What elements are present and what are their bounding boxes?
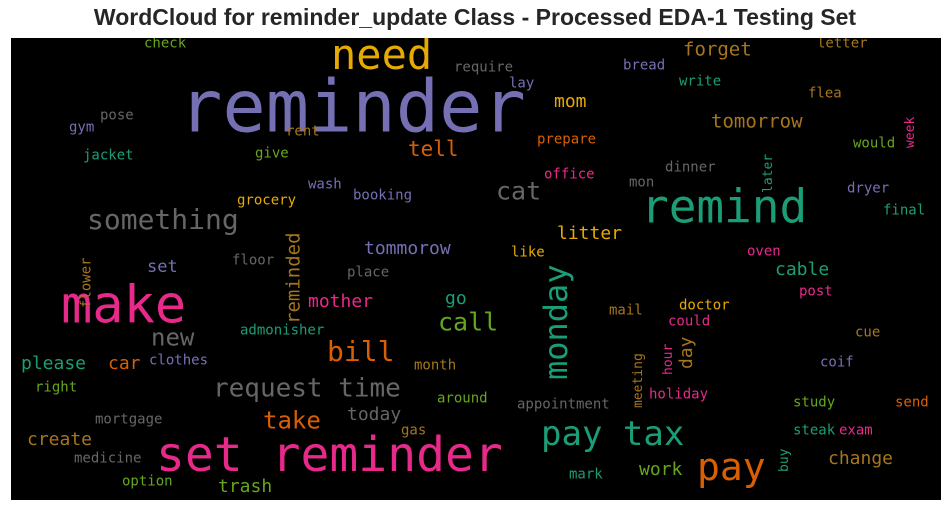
word-tomorrow: tomorrow xyxy=(711,111,803,133)
word-appointment: appointment xyxy=(517,397,610,413)
word-month: month xyxy=(414,358,456,374)
word-gym: gym xyxy=(69,120,94,136)
word-something: something xyxy=(87,203,239,236)
word-check: check xyxy=(144,38,187,52)
word-holiday: holiday xyxy=(649,387,708,403)
word-reminded: reminded xyxy=(283,232,305,324)
word-exam: exam xyxy=(839,423,873,439)
word-change: change xyxy=(828,448,893,469)
word-lay: lay xyxy=(509,76,534,92)
word-buy: buy xyxy=(777,448,792,472)
word-flea: flea xyxy=(808,86,842,102)
word-go: go xyxy=(445,288,467,309)
word-pose: pose xyxy=(100,108,134,124)
word-mother: mother xyxy=(308,291,373,312)
word-jacket: jacket xyxy=(83,148,134,164)
word-later: later xyxy=(761,154,776,193)
word-right: right xyxy=(35,380,77,396)
word-request-time: request time xyxy=(213,373,401,403)
wordcloud-panel: reminder set reminder make remind need pay pay… xyxy=(11,38,941,500)
word-trash: trash xyxy=(218,476,272,497)
chart-title: WordCloud for reminder_update Class - Pr… xyxy=(93,4,857,30)
word-car: car xyxy=(108,353,141,374)
word-rent: rent xyxy=(286,124,320,140)
word-office: office xyxy=(544,167,595,183)
word-place: place xyxy=(347,265,389,281)
word-require: require xyxy=(454,60,513,76)
word-litter: litter xyxy=(557,223,622,244)
word-letter: letter xyxy=(817,38,868,52)
word-hour: hour xyxy=(661,344,676,375)
word-day: day xyxy=(676,336,697,369)
word-pay-tax: pay tax xyxy=(541,414,684,454)
word-monday: monday xyxy=(537,264,575,380)
word-steak: steak xyxy=(793,423,836,439)
word-study: study xyxy=(793,395,835,411)
word-pay: pay xyxy=(697,445,766,489)
word-new: new xyxy=(151,324,195,352)
word-please: please xyxy=(21,353,86,374)
wordcloud-svg: reminder set reminder make remind need paypay… xyxy=(21,38,929,497)
word-admonisher: admonisher xyxy=(240,323,324,339)
word-dinner: dinner xyxy=(665,160,716,176)
word-dryer: dryer xyxy=(847,181,889,197)
word-cue: cue xyxy=(855,325,880,341)
word-wash: wash xyxy=(308,177,342,193)
word-tell: tell xyxy=(408,137,459,161)
word-mortgage: mortgage xyxy=(95,412,162,428)
word-would: would xyxy=(853,136,895,152)
word-medicine: medicine xyxy=(74,451,141,467)
word-make: make xyxy=(61,276,186,336)
word-post: post xyxy=(799,284,833,300)
word-around: around xyxy=(437,391,488,407)
word-set: set xyxy=(147,257,178,277)
word-write: write xyxy=(679,74,721,90)
word-create: create xyxy=(27,429,92,450)
word-mon: mon xyxy=(629,175,654,191)
word-booking: booking xyxy=(353,188,412,204)
word-mom: mom xyxy=(554,91,587,112)
word-need: need xyxy=(331,38,432,79)
word-option: option xyxy=(122,474,173,490)
word-cable: cable xyxy=(775,259,829,280)
word-reminder: reminder xyxy=(179,65,526,149)
word-take: take xyxy=(263,407,321,435)
word-send: send xyxy=(895,395,929,411)
word-week: week xyxy=(903,117,918,148)
word-give: give xyxy=(255,146,289,162)
word-prepare: prepare xyxy=(537,132,596,148)
word-meeting: meeting xyxy=(631,353,646,408)
word-set-reminder: set reminder xyxy=(156,427,503,483)
word-could: could xyxy=(668,314,710,330)
word-oven: oven xyxy=(747,244,781,260)
word-remind: remind xyxy=(641,179,807,233)
word-final: final xyxy=(883,203,925,219)
word-doctor: doctor xyxy=(679,298,730,314)
word-clothes: clothes xyxy=(149,353,208,369)
word-like: like xyxy=(511,245,545,261)
word-flower: flower xyxy=(79,257,95,308)
word-bill: bill xyxy=(327,335,394,368)
word-floor: floor xyxy=(232,253,274,269)
word-grocery: grocery xyxy=(237,193,296,209)
word-gas: gas xyxy=(401,423,426,439)
word-call: call xyxy=(438,307,498,336)
word-mail: mail xyxy=(609,303,643,319)
word-mark: mark xyxy=(569,467,603,483)
word-work: work xyxy=(639,459,683,480)
word-cat: cat xyxy=(496,176,541,205)
word-bread: bread xyxy=(623,58,665,74)
word-coif: coif xyxy=(820,355,854,371)
word-today: today xyxy=(347,404,401,425)
word-tommorow: tommorow xyxy=(364,238,451,259)
word-forget: forget xyxy=(683,39,752,61)
